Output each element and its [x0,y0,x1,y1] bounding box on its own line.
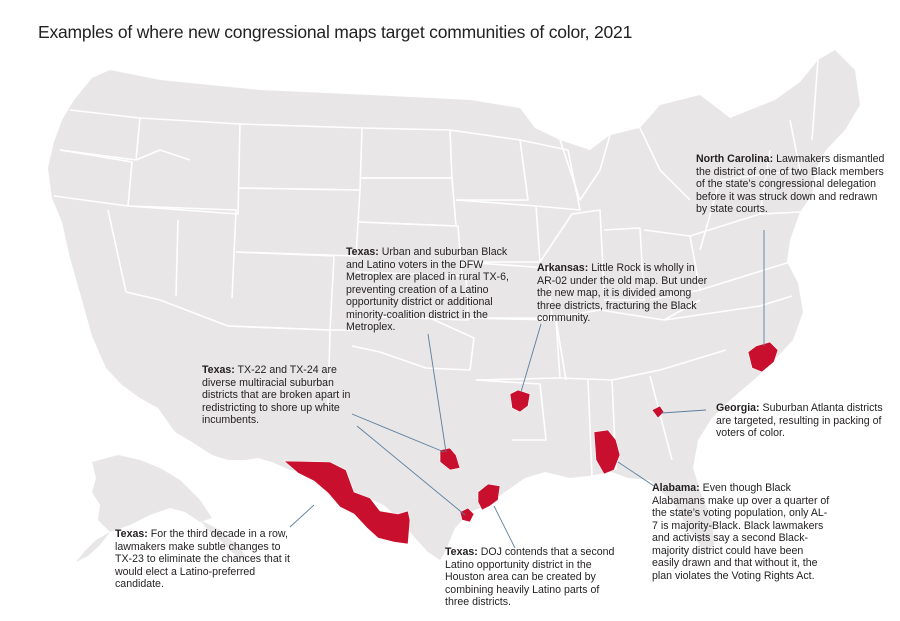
annotation-text: Urban and suburban Black and Latino vote… [346,246,509,333]
leader-lines [289,230,765,549]
annotation-texas-dfw: Texas: Urban and suburban Black and Lati… [346,246,514,334]
state-boundaries [53,59,819,477]
district-tx-22-24 [459,507,475,523]
district-north-carolina [747,341,779,373]
district-georgia-atlanta [651,405,665,419]
annotation-georgia: Georgia: Suburban Atlanta districts are … [716,402,884,440]
district-tx-6 [439,447,461,471]
annotation-texas-houston-doj: Texas: DOJ contends that a second Latino… [445,546,619,609]
highlighted-districts [283,341,779,545]
annotation-north-carolina: North Carolina: Lawmakers dismantled the… [696,153,886,216]
annotation-state-label: Texas: [445,546,478,558]
annotation-texas-tx23: Texas: For the third decade in a row, la… [115,528,293,591]
annotation-arkansas: Arkansas: Little Rock is wholly in AR-02… [537,262,709,325]
annotation-text: For the third decade in a row, lawmakers… [115,528,290,590]
alaska-panhandle [200,520,250,562]
annotation-state-label: Texas: [346,246,379,258]
contiguous-us-landmass [48,50,860,560]
annotation-text: DOJ contends that a second Latino opport… [445,546,615,608]
annotation-text: Even though Black Alabamans make up over… [652,482,830,582]
annotation-alabama: Alabama: Even though Black Alabamans mak… [652,482,830,582]
alaska-landmass [92,455,212,532]
map-title: Examples of where new congressional maps… [38,22,633,42]
annotation-state-label: Alabama: [652,482,700,494]
district-al-7 [593,429,621,475]
annotation-state-label: Georgia: [716,402,760,414]
annotation-text: Little Rock is wholly in AR-02 under the… [537,262,708,324]
district-houston-latino [477,483,501,511]
annotation-text: Suburban Atlanta districts are targeted,… [716,402,883,439]
annotation-texas-houston-suburbs: Texas: TX-22 and TX-24 are diverse multi… [202,364,354,427]
alaska-peninsula [76,532,110,562]
annotation-state-label: Arkansas: [537,262,589,274]
district-tx-23 [283,460,411,545]
district-ar-02-little-rock [509,389,531,413]
annotation-text: TX-22 and TX-24 are diverse multiracial … [202,364,351,426]
annotation-text: Lawmakers dismantled the district of one… [696,153,885,215]
annotation-state-label: North Carolina: [696,153,774,165]
annotation-state-label: Texas: [202,364,235,376]
annotation-state-label: Texas: [115,528,148,540]
